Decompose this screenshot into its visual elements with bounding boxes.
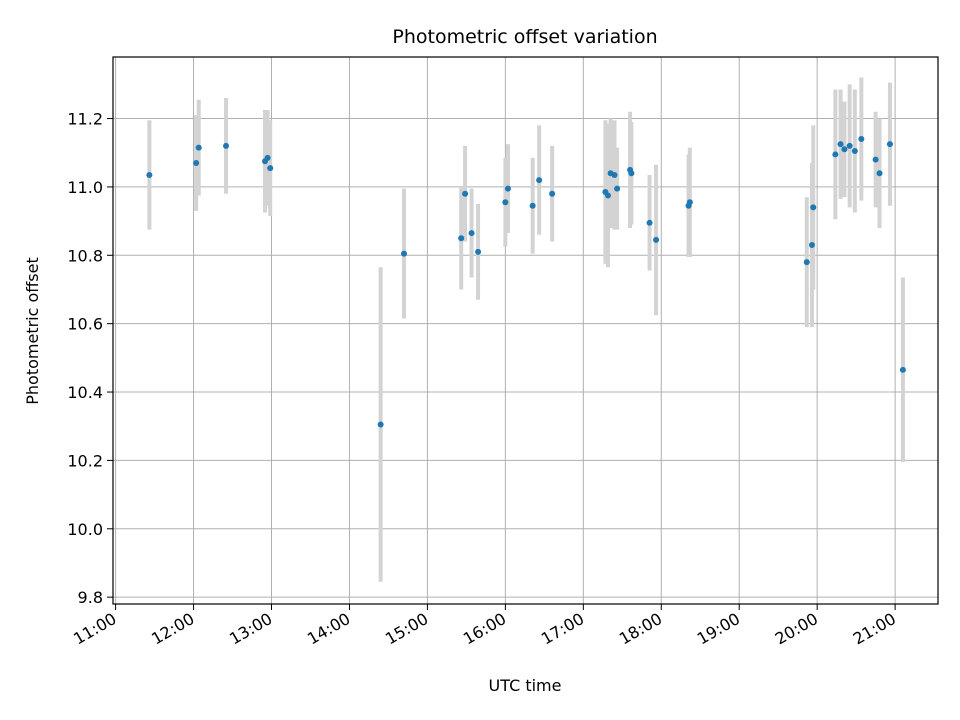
y-tick-label: 10.2 [67,451,103,470]
plot-frame [112,56,939,605]
data-point [458,235,465,242]
data-point [628,170,635,177]
data-point [401,250,408,257]
data-point [475,248,482,255]
data-point [529,202,536,209]
y-tick-label: 10.6 [67,315,103,334]
data-point [193,159,200,166]
data-point [886,141,893,148]
y-tick-label: 10.0 [67,520,103,539]
y-tick-label: 10.8 [67,246,103,265]
data-point [611,171,618,178]
data-point [462,190,469,197]
data-point [832,151,839,158]
grid-lines [113,57,938,604]
data-point [195,144,202,151]
data-point [841,146,848,153]
data-point [267,165,274,172]
data-point [264,154,271,161]
data-point [899,366,906,373]
data-point [223,142,230,149]
y-axis-label: Photometric offset [23,257,42,405]
data-point [605,192,611,199]
y-axis: 9.8 10.0 10.2 10.4 10.6 10.8 11.0 11.2 [67,110,113,607]
y-tick-label: 11.0 [67,178,103,197]
data-point [614,185,621,192]
y-tick-label: 10.4 [67,383,103,402]
data-point [146,171,153,178]
y-tick-label: 9.8 [78,588,103,607]
data-point [468,230,475,237]
data-point [504,185,511,192]
data-point [536,177,543,184]
data-point [502,199,509,206]
data-point [846,142,853,149]
data-point [872,156,879,163]
data-point [653,236,660,243]
data-point [810,204,817,211]
data-point [858,136,865,143]
y-tick-label: 11.2 [67,110,103,129]
data-points [146,136,906,428]
data-point [803,259,810,266]
data-point [876,170,883,177]
x-axis-label: UTC time [489,676,562,695]
data-point [377,421,384,428]
data-point [549,190,556,197]
data-point [851,148,858,155]
data-point [837,141,844,148]
data-point [808,242,815,249]
data-point [686,199,693,206]
chart-title: Photometric offset variation [392,26,657,48]
data-point [646,219,653,226]
